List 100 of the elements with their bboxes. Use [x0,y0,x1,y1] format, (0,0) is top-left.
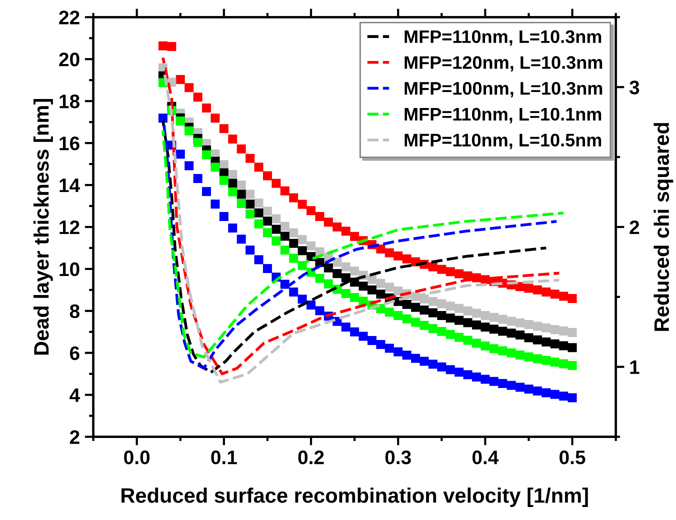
point [524,384,534,394]
point [446,314,455,323]
y-tick-label: 12 [60,220,80,234]
y-tick-label: 20 [59,52,80,66]
y-tick-label: 22 [59,10,80,24]
point [489,312,498,322]
point [524,320,534,330]
x-tick-label: 0.4 [472,450,499,464]
point [437,264,446,274]
point [254,198,264,208]
point [262,206,272,216]
point [437,362,446,372]
point [516,350,525,360]
point [559,326,568,336]
point [472,338,481,348]
point [306,206,316,216]
point [411,354,420,363]
point [489,324,498,334]
point [262,228,272,238]
point [332,269,342,278]
point [280,246,290,255]
point [202,104,212,113]
point [394,286,403,296]
y2-tick-label: 2 [630,220,640,234]
point [376,290,386,299]
point [428,360,438,369]
point [411,302,420,312]
point [341,288,350,298]
point [254,208,264,218]
point [246,246,255,255]
point [394,347,403,356]
point [568,360,577,370]
point [394,311,403,320]
point [167,42,176,52]
point [324,263,333,272]
x-tick-label: 0.1 [211,450,237,464]
point [289,228,298,238]
point [542,356,551,365]
point [384,248,394,258]
legend-label: MFP=120nm, L=10.3nm [404,56,602,72]
point [262,216,272,226]
point [568,393,577,402]
point [532,285,542,294]
point [262,264,272,274]
point [568,328,577,338]
point [542,323,551,332]
point [236,180,246,190]
point [463,306,472,316]
point [480,311,490,320]
point [210,114,220,123]
point [158,41,168,50]
point [411,318,420,327]
point [376,278,386,288]
point [420,320,429,330]
point [210,162,220,172]
point [532,354,542,364]
point [176,150,185,159]
point [559,359,568,368]
x-tick-label: 0.5 [560,450,586,464]
legend-label: MFP=110nm, L=10.3nm [404,30,602,46]
point [454,332,464,342]
point [306,300,316,310]
point [272,236,281,246]
point [550,390,560,399]
point [420,306,429,315]
point [532,386,542,396]
point [358,332,368,341]
point [454,316,464,325]
point [384,282,394,292]
point [298,200,307,209]
point [228,134,238,144]
point [184,161,194,170]
point [254,219,264,228]
point [315,212,324,221]
point [332,222,342,232]
point [193,92,202,102]
point [446,302,455,311]
point [262,171,272,180]
point [298,246,307,256]
point [437,326,446,336]
point [472,308,481,318]
point [202,150,212,160]
y-tick-label: 18 [60,94,80,108]
y-tick-label: 16 [60,136,80,150]
point [472,372,481,382]
point [376,340,386,349]
point [246,209,255,218]
point [246,200,255,209]
point [559,341,568,350]
point [384,344,394,353]
point [498,326,508,336]
point [289,288,298,297]
y-tick-label: 6 [70,346,80,360]
point [315,274,324,283]
legend-label: MFP=110nm, L=10.1nm [404,108,602,124]
y-tick-label: 4 [70,388,80,402]
point [324,279,333,288]
point [480,374,490,384]
point [358,282,368,291]
point [394,251,403,260]
